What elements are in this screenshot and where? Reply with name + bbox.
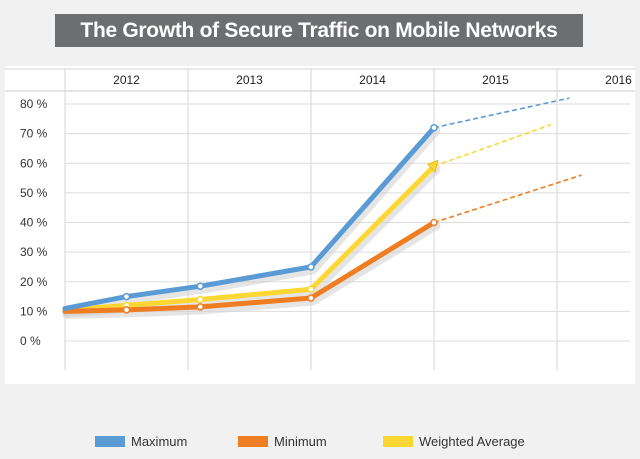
x-tick-label: 2016 bbox=[605, 73, 632, 87]
legend-swatch-weighted-average bbox=[383, 435, 413, 447]
series-marker-minimum bbox=[122, 306, 131, 314]
series-marker-minimum bbox=[430, 218, 438, 227]
x-tick-label: 2013 bbox=[236, 73, 263, 87]
legend-label-maximum: Maximum bbox=[131, 433, 188, 449]
series-projection-maximum bbox=[433, 97, 570, 129]
y-tick-label: 20 % bbox=[20, 275, 48, 289]
y-tick-label: 50 % bbox=[20, 186, 48, 200]
y-tick-label: 10 % bbox=[20, 304, 48, 318]
series-marker-weighted-average bbox=[196, 295, 205, 304]
legend-swatch-maximum bbox=[95, 435, 125, 447]
y-tick-label: 40 % bbox=[20, 216, 48, 230]
series-arrow-weighted-average bbox=[427, 159, 439, 174]
legend-label-minimum: Minimum bbox=[274, 433, 327, 449]
y-tick-label: 80 % bbox=[20, 97, 48, 111]
legend-swatch-minimum bbox=[238, 435, 268, 447]
legend-item-maximum: Maximum bbox=[95, 432, 187, 450]
x-tick-label: 2014 bbox=[359, 73, 386, 87]
y-tick-label: 30 % bbox=[20, 245, 48, 259]
series-marker-weighted-average bbox=[307, 285, 315, 293]
y-tick-label: 60 % bbox=[20, 156, 48, 170]
series-marker-minimum bbox=[196, 303, 205, 311]
y-tick-label: 0 % bbox=[20, 334, 41, 348]
chart-title: The Growth of Secure Traffic on Mobile N… bbox=[55, 14, 583, 47]
legend-item-weighted-average: Weighted Average bbox=[383, 432, 525, 450]
x-tick-label: 2012 bbox=[113, 73, 140, 87]
legend-label-weighted-average: Weighted Average bbox=[419, 433, 525, 449]
legend-item-minimum: Minimum bbox=[238, 432, 327, 450]
series-marker-maximum bbox=[122, 292, 131, 301]
series-projection-minimum bbox=[433, 174, 582, 224]
series-marker-maximum bbox=[430, 123, 438, 132]
series-marker-maximum bbox=[307, 263, 315, 271]
series-marker-minimum bbox=[307, 294, 315, 302]
chart-panel bbox=[5, 66, 635, 384]
legend: Maximum Minimum Weighted Average bbox=[0, 432, 640, 450]
series-projection-weighted-average bbox=[433, 123, 552, 167]
y-tick-label: 70 % bbox=[20, 127, 48, 141]
x-tick-label: 2015 bbox=[482, 73, 509, 87]
series-marker-maximum bbox=[196, 282, 205, 290]
